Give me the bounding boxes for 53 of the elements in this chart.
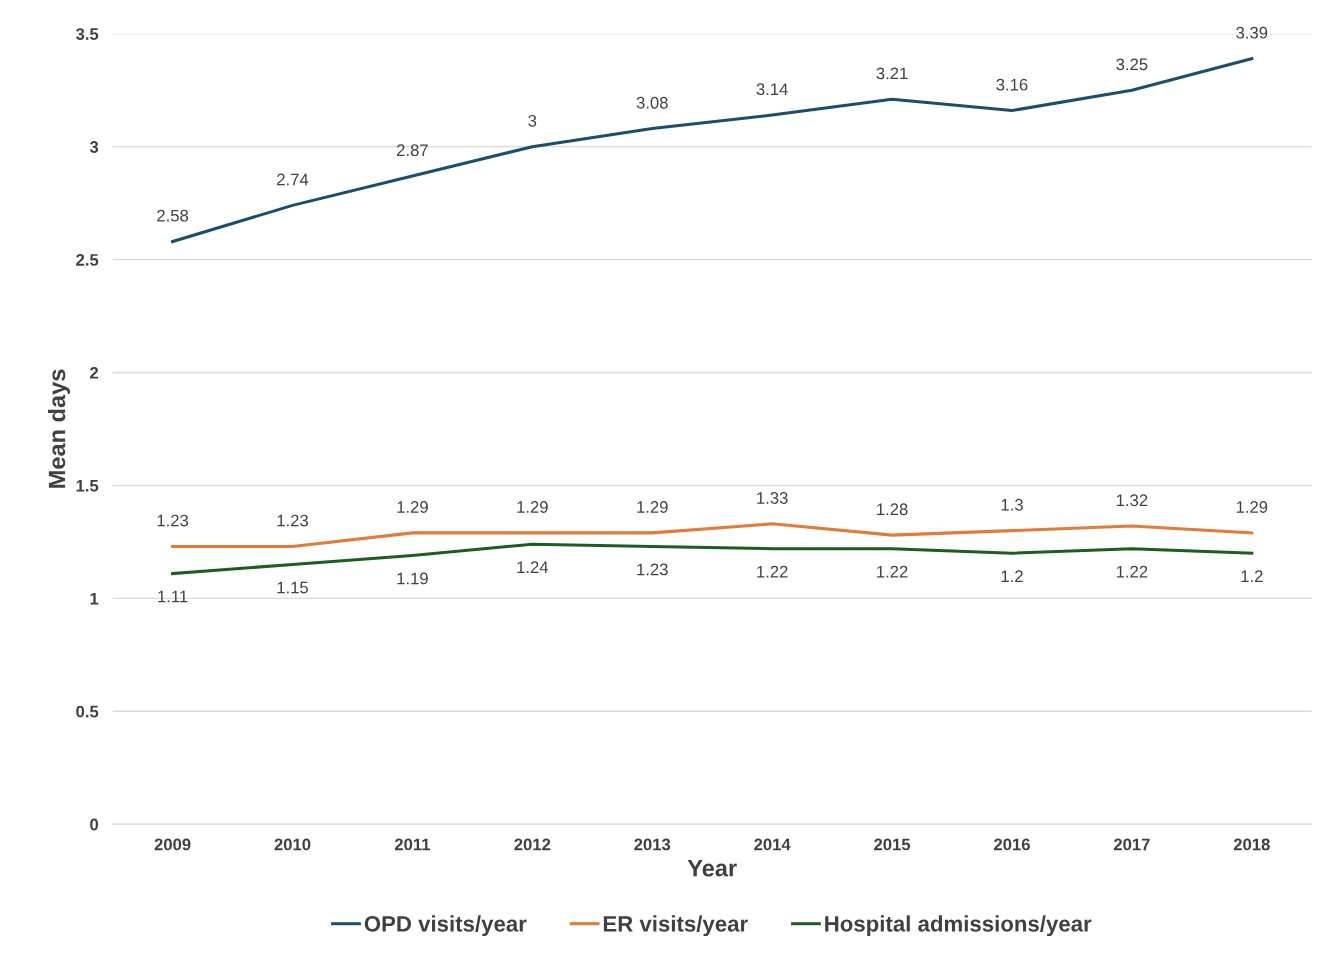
x-tick-label: 2017 [1113, 838, 1150, 851]
data-label: 1.19 [397, 572, 428, 585]
data-label: 2.74 [277, 173, 309, 186]
x-tick-label: 2018 [1233, 838, 1270, 851]
x-tick-label: 2014 [754, 838, 791, 851]
data-label: 1.23 [637, 563, 668, 576]
data-label: 1.22 [877, 565, 908, 578]
data-label: 1.29 [1236, 501, 1268, 513]
data-label: 3.16 [996, 78, 1028, 91]
data-label: 1.29 [517, 501, 548, 513]
data-label: 2.58 [157, 209, 189, 222]
data-label: 3 [528, 114, 537, 127]
data-label: 1.24 [517, 561, 549, 573]
x-tick-label: 2016 [994, 838, 1030, 851]
data-label: 3.08 [636, 96, 668, 109]
data-label: 3.39 [1236, 26, 1268, 39]
data-label: 1.2 [1001, 570, 1023, 582]
x-tick-label: 2011 [394, 838, 431, 851]
data-label: 1.3 [1001, 498, 1023, 511]
legend-label: ER visits/year [603, 915, 748, 937]
data-label: 1.29 [637, 501, 668, 513]
data-label: 1.23 [277, 514, 308, 527]
data-label: 1.2 [1241, 570, 1263, 582]
data-label: 2.87 [397, 144, 428, 157]
legend-label: OPD visits/year [364, 915, 527, 937]
y-tick-label: 0.5 [76, 705, 99, 718]
x-tick-label: 2013 [634, 838, 671, 851]
data-label: 1.33 [757, 492, 788, 504]
x-tick-label: 2010 [274, 838, 311, 851]
data-label: 1.23 [157, 514, 189, 527]
data-label: 1.29 [397, 501, 428, 513]
y-tick-label: 1.5 [76, 480, 99, 492]
x-tick-label: 2012 [514, 838, 551, 851]
y-tick-label: 0 [90, 818, 99, 831]
legend-label: Hospital admissions/year [825, 915, 1092, 937]
y-axis-title: Mean days [48, 369, 71, 488]
data-label: 3.25 [1116, 58, 1148, 71]
y-tick-label: 2.5 [76, 253, 99, 266]
x-tick-label: 2009 [154, 838, 191, 851]
data-label: 1.22 [757, 565, 788, 578]
y-tick-label: 3.5 [75, 28, 99, 40]
data-label: 1.15 [277, 581, 309, 594]
data-label: 3.21 [876, 67, 908, 80]
data-label: 1.32 [1116, 494, 1148, 507]
x-tick-label: 2015 [874, 838, 911, 851]
data-label: 1.11 [158, 590, 188, 603]
data-label: 3.14 [756, 83, 788, 96]
y-tick-label: 2 [90, 366, 99, 379]
data-label: 1.22 [1116, 565, 1148, 578]
y-tick-label: 1 [90, 592, 99, 605]
y-tick-label: 3 [89, 141, 99, 153]
x-axis-title: Year [687, 860, 737, 877]
data-label: 1.28 [877, 503, 908, 516]
